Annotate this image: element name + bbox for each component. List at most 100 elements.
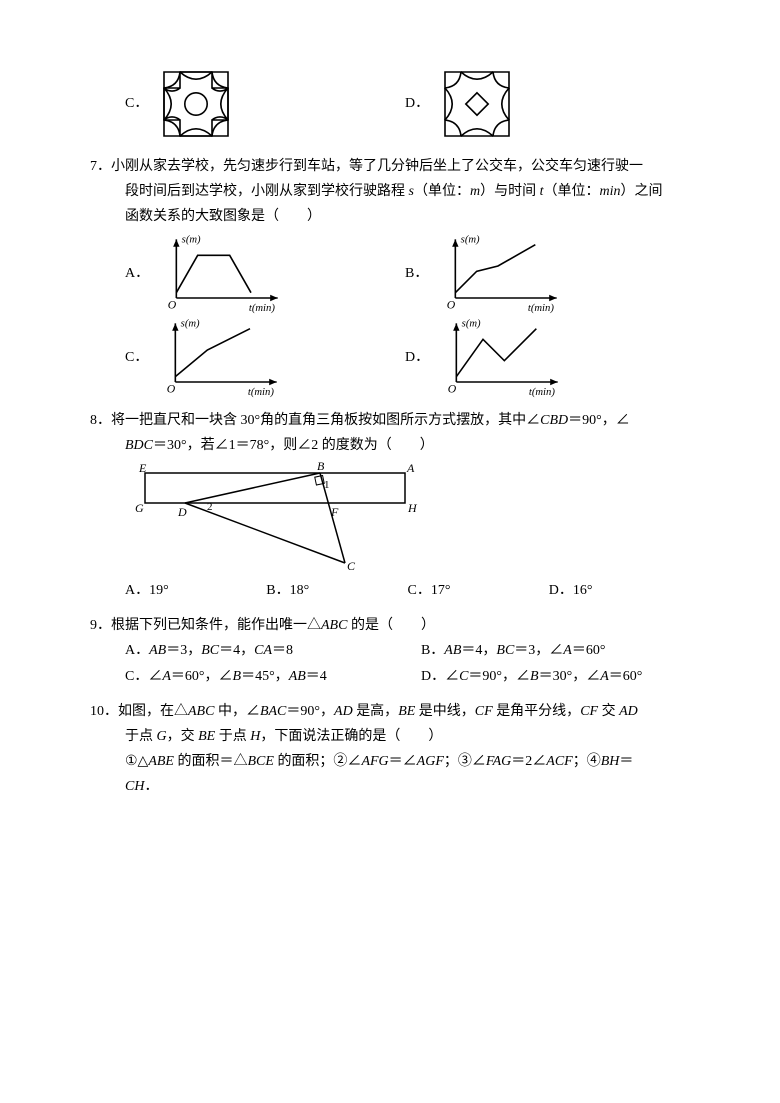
q9ce1: ＝60°，∠ xyxy=(171,669,233,684)
q9ce2: ＝45°， xyxy=(241,669,289,684)
q10-line2: 于点 G，交 BE 于点 H，下面说法正确的是（ ） xyxy=(90,724,690,749)
q10-cf2: CF xyxy=(580,704,598,719)
q10-l2d: ＝∠ xyxy=(389,754,417,769)
q10-bce: BCE xyxy=(247,754,273,769)
q9be3: ＝60° xyxy=(572,643,606,658)
q10-agf: AGF xyxy=(417,754,444,769)
q10-fag: FAG xyxy=(486,754,511,769)
q9-optB: B．AB＝4，BC＝3，∠A＝60° xyxy=(421,638,690,663)
q8-figure-wrap: E A G H B D F C 1 2 xyxy=(90,458,690,578)
q7-optC-label: C． xyxy=(125,345,148,370)
q10-line1: 10．如图，在△ABC 中，∠BAC＝90°，AD 是高，BE 是中线，CF 是… xyxy=(90,699,690,724)
q9de1: ＝90°，∠ xyxy=(468,669,530,684)
q9b2: BC xyxy=(496,643,514,658)
q9-options-1: A．AB＝3，BC＝4，CA＝8 B． AB ＝4，BC＝3，∠A＝60° xyxy=(90,638,690,663)
q10-l2b: 的面积＝△ xyxy=(174,754,248,769)
q8-line2: BDC＝30°，若∠1＝78°，则∠2 的度数为（ ） xyxy=(90,433,690,458)
q10-bac: BAC xyxy=(260,704,286,719)
q10-l2c: 的面积；②∠ xyxy=(274,754,362,769)
lbl-D: D xyxy=(177,505,187,519)
q7-graph-d: O s(m) t(min) xyxy=(437,318,577,398)
q8-cbd: CBD xyxy=(540,413,568,428)
y-label: s(m) xyxy=(182,234,201,245)
origin-label: O xyxy=(168,298,177,311)
q10-be2: BE xyxy=(198,729,215,744)
q10-ch: CH xyxy=(125,779,144,794)
x-label: t(min) xyxy=(249,302,275,313)
q10-h: H xyxy=(250,729,260,744)
q9-line1: 9．根据下列已知条件，能作出唯一△ABC 的是（ ） xyxy=(90,613,690,638)
q10-abc: ABC xyxy=(188,704,214,719)
question-8: 8．将一把直尺和一块含 30°角的直角三角板按如图所示方式摆放，其中∠CBD＝9… xyxy=(90,408,690,604)
q9ae3: ＝8 xyxy=(272,643,293,658)
q8-line1: 8．将一把直尺和一块含 30°角的直角三角板按如图所示方式摆放，其中∠CBD＝9… xyxy=(90,408,690,433)
q7-us: （单位： xyxy=(414,184,470,199)
q10-l2h: ＝ xyxy=(619,754,633,769)
q9de2: ＝30°，∠ xyxy=(539,669,601,684)
q7-option-c: C． O s(m) t(min) xyxy=(125,318,405,398)
q9b3: A xyxy=(563,643,572,658)
q10-g: G xyxy=(157,729,167,744)
q9c2: B xyxy=(233,669,242,684)
question-7: 7．小刚从家去学校，先匀速步行到车站，等了几分钟后坐上了公交车，公交车匀速行驶一… xyxy=(90,154,690,398)
q7-m: m xyxy=(470,184,480,199)
q7-option-b: B． O s(m) t(min) xyxy=(405,234,690,314)
q10-t11: ，下面说法正确的是（ ） xyxy=(260,729,442,744)
q10-afg: AFG xyxy=(361,754,388,769)
lbl-G: G xyxy=(135,501,144,515)
lbl-2: 2 xyxy=(207,501,213,513)
q9-optA: A．AB＝3，BC＝4，CA＝8 xyxy=(125,638,421,663)
q9-optB-l: B． xyxy=(421,643,444,658)
q10-t1: 如图，在△ xyxy=(118,704,188,719)
lbl-B: B xyxy=(317,459,325,473)
q8-figure: E A G H B D F C 1 2 xyxy=(125,458,425,578)
q9-num: 9． xyxy=(90,618,111,633)
option-d: D． xyxy=(405,64,690,144)
q9d3: A xyxy=(600,669,609,684)
y-label: s(m) xyxy=(181,318,200,329)
q10-t6: 是角平分线， xyxy=(493,704,581,719)
lbl-F: F xyxy=(330,505,339,519)
q7-line3: 函数关系的大致图象是（ ） xyxy=(90,204,690,229)
option-c: C． xyxy=(125,64,405,144)
question-9: 9．根据下列已知条件，能作出唯一△ABC 的是（ ） A．AB＝3，BC＝4，C… xyxy=(90,613,690,689)
q7-t1: 小刚从家去学校，先匀速步行到车站，等了几分钟后坐上了公交车，公交车匀速行驶一 xyxy=(111,159,643,174)
q9-t2: 的是（ ） xyxy=(347,618,435,633)
q10-abe: ABE xyxy=(148,754,174,769)
y-label: s(m) xyxy=(462,318,481,329)
q8-optC: C．17° xyxy=(408,578,549,603)
origin-label: O xyxy=(447,298,456,311)
lbl-E: E xyxy=(138,461,147,475)
q10-ad2: AD xyxy=(619,704,638,719)
q9-options-2: C．∠A＝60°，∠B＝45°，AB＝4 D．∠C＝90°，∠B＝30°，∠A＝… xyxy=(90,664,690,689)
q9-optC: C．∠A＝60°，∠B＝45°，AB＝4 xyxy=(125,664,421,689)
q10-t4: 是高， xyxy=(353,704,399,719)
q9-abc: ABC xyxy=(321,618,347,633)
q9de3: ＝60° xyxy=(609,669,643,684)
q8-t1: 将一把直尺和一块含 30°角的直角三角板按如图所示方式摆放，其中∠ xyxy=(111,413,540,428)
lbl-A: A xyxy=(406,461,415,475)
q9a1: AB xyxy=(149,643,166,658)
q9be2: ＝3，∠ xyxy=(514,643,563,658)
q10-l2i: ． xyxy=(144,779,158,794)
q7-t2: 段时间后到达学校，小刚从家到学校行驶路程 xyxy=(125,184,409,199)
q10-ad: AD xyxy=(334,704,353,719)
q8-options: A．19° B．18° C．17° D．16° xyxy=(90,578,690,603)
q9be1: ＝4， xyxy=(461,643,496,658)
q8-optA: A．19° xyxy=(125,578,266,603)
q9-optA-l: A． xyxy=(125,643,149,658)
option-d-label: D． xyxy=(405,91,429,116)
q7-optD-label: D． xyxy=(405,345,429,370)
q7-min: min xyxy=(599,184,620,199)
q7-option-d: D． O s(m) t(min) xyxy=(405,318,690,398)
q7-option-a: A． O s(m) t(min) xyxy=(125,234,405,314)
q9d2: B xyxy=(530,669,539,684)
q10-num: 10． xyxy=(90,704,118,719)
q7-graph-a: O s(m) t(min) xyxy=(157,234,297,314)
origin-label: O xyxy=(167,382,176,395)
q10-cf: CF xyxy=(475,704,493,719)
q7-line2: 段时间后到达学校，小刚从家到学校行驶路程 s（单位：m）与时间 t（单位：min… xyxy=(90,179,690,204)
q7-t3: ）与时间 xyxy=(480,184,540,199)
q7-line1: 7．小刚从家去学校，先匀速步行到车站，等了几分钟后坐上了公交车，公交车匀速行驶一 xyxy=(90,154,690,179)
q10-l2f: ＝2∠ xyxy=(511,754,546,769)
